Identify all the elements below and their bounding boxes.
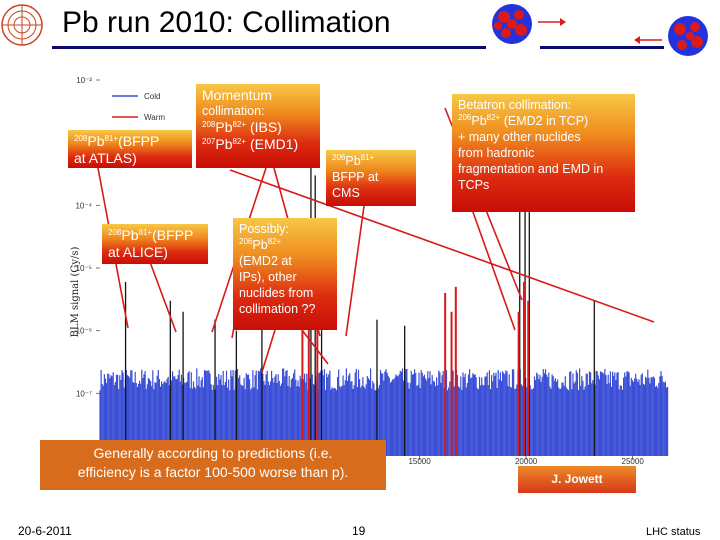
author-badge: J. Jowett bbox=[518, 466, 636, 493]
x-tick-label: 25000 bbox=[622, 457, 645, 466]
x-tick-label: 20000 bbox=[515, 457, 538, 466]
title-underline-right bbox=[540, 46, 664, 49]
arrow-possibly-2 bbox=[261, 329, 276, 373]
callout-momentum: Momentum collimation: 208Pb82+ (IBS) 207… bbox=[196, 84, 320, 168]
x-axis-ticks: 15000 20000 25000 bbox=[408, 456, 644, 466]
nucleus-right-icon bbox=[668, 16, 708, 56]
y-tick-label: 10⁻² bbox=[76, 76, 92, 85]
y-tick-label: 10⁻⁴ bbox=[75, 201, 92, 210]
arrow-left-icon bbox=[634, 36, 662, 44]
y-tick-label: 10⁻⁶ bbox=[76, 327, 92, 336]
nucleus-left-icon bbox=[492, 4, 532, 44]
y-axis-label: BLM signal (Gy/s) bbox=[70, 246, 81, 337]
callout-betatron: Betatron collimation: 206Pb82+ (EMD2 in … bbox=[452, 94, 635, 212]
legend-warm-label: Warm bbox=[144, 113, 165, 122]
legend-cold-label: Cold bbox=[144, 92, 160, 101]
y-tick-label: 10⁻⁵ bbox=[76, 264, 92, 273]
y-tick-label: 10⁻⁷ bbox=[76, 389, 92, 398]
footer-right: LHC status bbox=[646, 526, 701, 538]
chart-legend: Cold Warm bbox=[112, 92, 165, 122]
arrow-alice bbox=[149, 261, 177, 333]
callout-cms: 206Pb81+ BFPP at CMS bbox=[326, 150, 416, 206]
arrow-right-icon bbox=[538, 18, 566, 26]
title-underline bbox=[52, 46, 486, 49]
cern-logo-icon bbox=[1, 4, 43, 46]
summary-line-2: efficiency is a factor 100-500 worse tha… bbox=[77, 464, 349, 480]
x-tick-label: 15000 bbox=[408, 457, 431, 466]
arrow-cms bbox=[345, 205, 365, 337]
slide-title: Pb run 2010: Collimation bbox=[62, 6, 391, 39]
footer-date: 20-6-2011 bbox=[18, 524, 72, 538]
arrow-possibly-3 bbox=[301, 329, 329, 365]
arrow-betatron-long bbox=[229, 169, 655, 323]
callout-possibly: Possibly: 206Pb82+ (EMD2 at IPs), other … bbox=[233, 218, 337, 330]
summary-line-1: Generally according to predictions (i.e. bbox=[93, 445, 333, 461]
callout-atlas: 208Pb81+(BFPP at ATLAS) bbox=[68, 130, 192, 168]
callout-alice: 208Pb81+(BFPP at ALICE) bbox=[102, 224, 208, 264]
header-graphics bbox=[1, 4, 708, 56]
footer-page-number: 19 bbox=[352, 524, 366, 538]
summary-box: Generally according to predictions (i.e.… bbox=[40, 440, 386, 490]
